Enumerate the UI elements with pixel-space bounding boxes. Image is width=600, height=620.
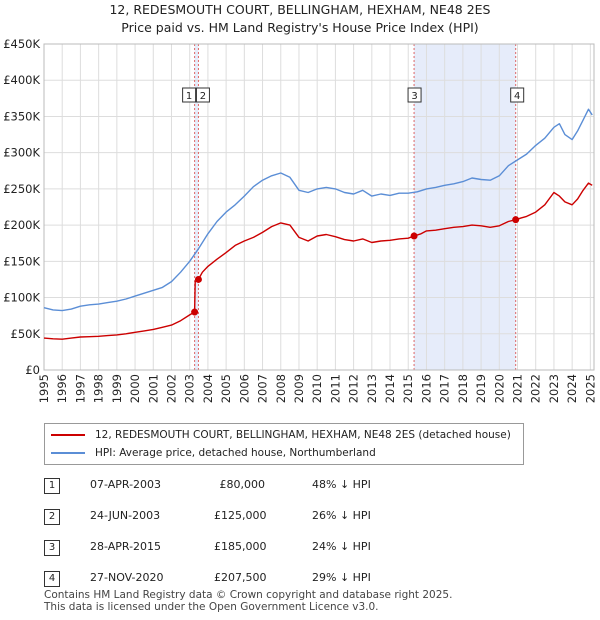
x-tick-label: 1999 — [110, 374, 124, 403]
y-tick-label: £100K — [3, 291, 40, 305]
sale-point — [512, 216, 520, 224]
sale-label-box — [407, 87, 422, 103]
sale-row: 3 28-APR-2015 £185,000 24% ↓ HPI — [44, 534, 584, 564]
y-tick-label: £450K — [3, 37, 40, 51]
sale-number-badge: 3 — [44, 540, 60, 556]
sale-date: 07-APR-2003 — [90, 478, 162, 491]
x-tick-label: 2003 — [183, 374, 197, 403]
sale-date: 24-JUN-2003 — [90, 509, 161, 522]
legend-item-property: 12, REDESMOUTH COURT, BELLINGHAM, HEXHAM… — [51, 427, 511, 443]
x-tick-label: 2016 — [419, 374, 433, 403]
sale-label-box — [195, 87, 210, 103]
x-tick-label: 1997 — [73, 374, 87, 403]
sale-date: 28-APR-2015 — [90, 540, 162, 553]
sale-price: £207,500 — [214, 571, 267, 584]
x-tick-label: 1998 — [92, 374, 106, 403]
sale-label: 3 — [411, 91, 417, 102]
sale-number-badge: 4 — [44, 571, 60, 587]
x-tick-label: 2002 — [164, 374, 178, 403]
y-tick-label: £400K — [3, 73, 40, 87]
x-tick-label: 2010 — [310, 374, 324, 403]
x-tick-label: 2013 — [365, 374, 379, 403]
x-tick-label: 2001 — [146, 374, 160, 403]
x-tick-label: 2004 — [201, 374, 215, 403]
sale-point — [191, 308, 199, 316]
x-tick-label: 2018 — [456, 374, 470, 403]
price-chart: £0 £50K £100K £150K £200K £250K £300K £350K £400… — [3, 37, 597, 403]
x-tick-label: 2009 — [292, 374, 306, 403]
y-tick-label: £200K — [3, 218, 40, 232]
y-tick-label: £150K — [3, 254, 40, 268]
sale-label-box — [182, 87, 197, 103]
chart-legend: 12, REDESMOUTH COURT, BELLINGHAM, HEXHAM… — [44, 423, 524, 465]
series-line-property — [43, 182, 593, 340]
legend-label-property: 12, REDESMOUTH COURT, BELLINGHAM, HEXHAM… — [95, 429, 511, 441]
x-tick-label: 2007 — [256, 374, 270, 403]
sale-point — [410, 232, 418, 240]
sale-hpi-diff: 29% ↓ HPI — [312, 571, 371, 584]
legend-swatch-property — [51, 434, 85, 436]
x-tick-label: 2014 — [383, 374, 397, 403]
y-tick-label: £250K — [3, 182, 40, 196]
x-tick-label: 2020 — [492, 374, 506, 403]
sale-price: £185,000 — [214, 540, 267, 553]
series-line-hpi — [43, 108, 593, 312]
sale-hpi-diff: 26% ↓ HPI — [312, 509, 371, 522]
shaded-period — [194, 44, 199, 370]
x-tick-label: 2019 — [474, 374, 488, 403]
sale-number-badge: 2 — [44, 509, 60, 525]
x-tick-label: 2017 — [438, 374, 452, 403]
sale-row: 4 27-NOV-2020 £207,500 29% ↓ HPI — [44, 565, 584, 595]
y-tick-label: £300K — [3, 146, 40, 160]
legend-swatch-hpi — [51, 452, 85, 454]
y-tick-label: £50K — [11, 327, 41, 341]
x-tick-label: 2025 — [583, 374, 597, 403]
x-tick-label: 2000 — [128, 374, 142, 403]
sale-price: £80,000 — [219, 478, 266, 491]
legend-label-hpi: HPI: Average price, detached house, Nort… — [95, 447, 376, 459]
x-tick-label: 2015 — [401, 374, 415, 403]
x-tick-label: 2024 — [565, 374, 579, 403]
x-tick-label: 1995 — [37, 374, 51, 403]
sale-label: 1 — [186, 91, 192, 102]
sale-hpi-diff: 48% ↓ HPI — [312, 478, 371, 491]
x-tick-label: 1996 — [55, 374, 69, 403]
sale-price: £125,000 — [214, 509, 267, 522]
sale-number-badge: 1 — [44, 478, 60, 494]
sale-point — [194, 275, 202, 283]
sale-date: 27-NOV-2020 — [90, 571, 164, 584]
x-tick-label: 2006 — [237, 374, 251, 403]
plot-frame — [43, 43, 595, 371]
x-tick-label: 2005 — [219, 374, 233, 403]
x-tick-label: 2011 — [328, 374, 342, 403]
sale-label: 2 — [200, 91, 206, 102]
x-tick-label: 2021 — [511, 374, 525, 403]
chart-title: 12, REDESMOUTH COURT, BELLINGHAM, HEXHAM… — [109, 2, 491, 17]
chart-subtitle: Price paid vs. HM Land Registry's House … — [121, 20, 479, 35]
y-tick-label: £350K — [3, 109, 40, 123]
y-tick-label: £0 — [25, 363, 40, 377]
sale-label-box — [510, 87, 525, 103]
shaded-period — [414, 44, 516, 370]
sale-row: 1 07-APR-2003 £80,000 48% ↓ HPI — [44, 472, 584, 502]
sale-label: 4 — [514, 91, 520, 102]
x-tick-label: 2008 — [274, 374, 288, 403]
sale-hpi-diff: 24% ↓ HPI — [312, 540, 371, 553]
sale-row: 2 24-JUN-2003 £125,000 26% ↓ HPI — [44, 503, 584, 533]
x-tick-label: 2023 — [547, 374, 561, 403]
footer: Contains HM Land Registry data © Crown c… — [44, 589, 452, 613]
x-tick-label: 2012 — [347, 374, 361, 403]
footer-licence: This data is licensed under the Open Gov… — [44, 601, 379, 613]
legend-item-hpi: HPI: Average price, detached house, Nort… — [51, 445, 376, 461]
footer-copyright: Contains HM Land Registry data © Crown c… — [44, 589, 453, 601]
x-tick-label: 2022 — [529, 374, 543, 403]
